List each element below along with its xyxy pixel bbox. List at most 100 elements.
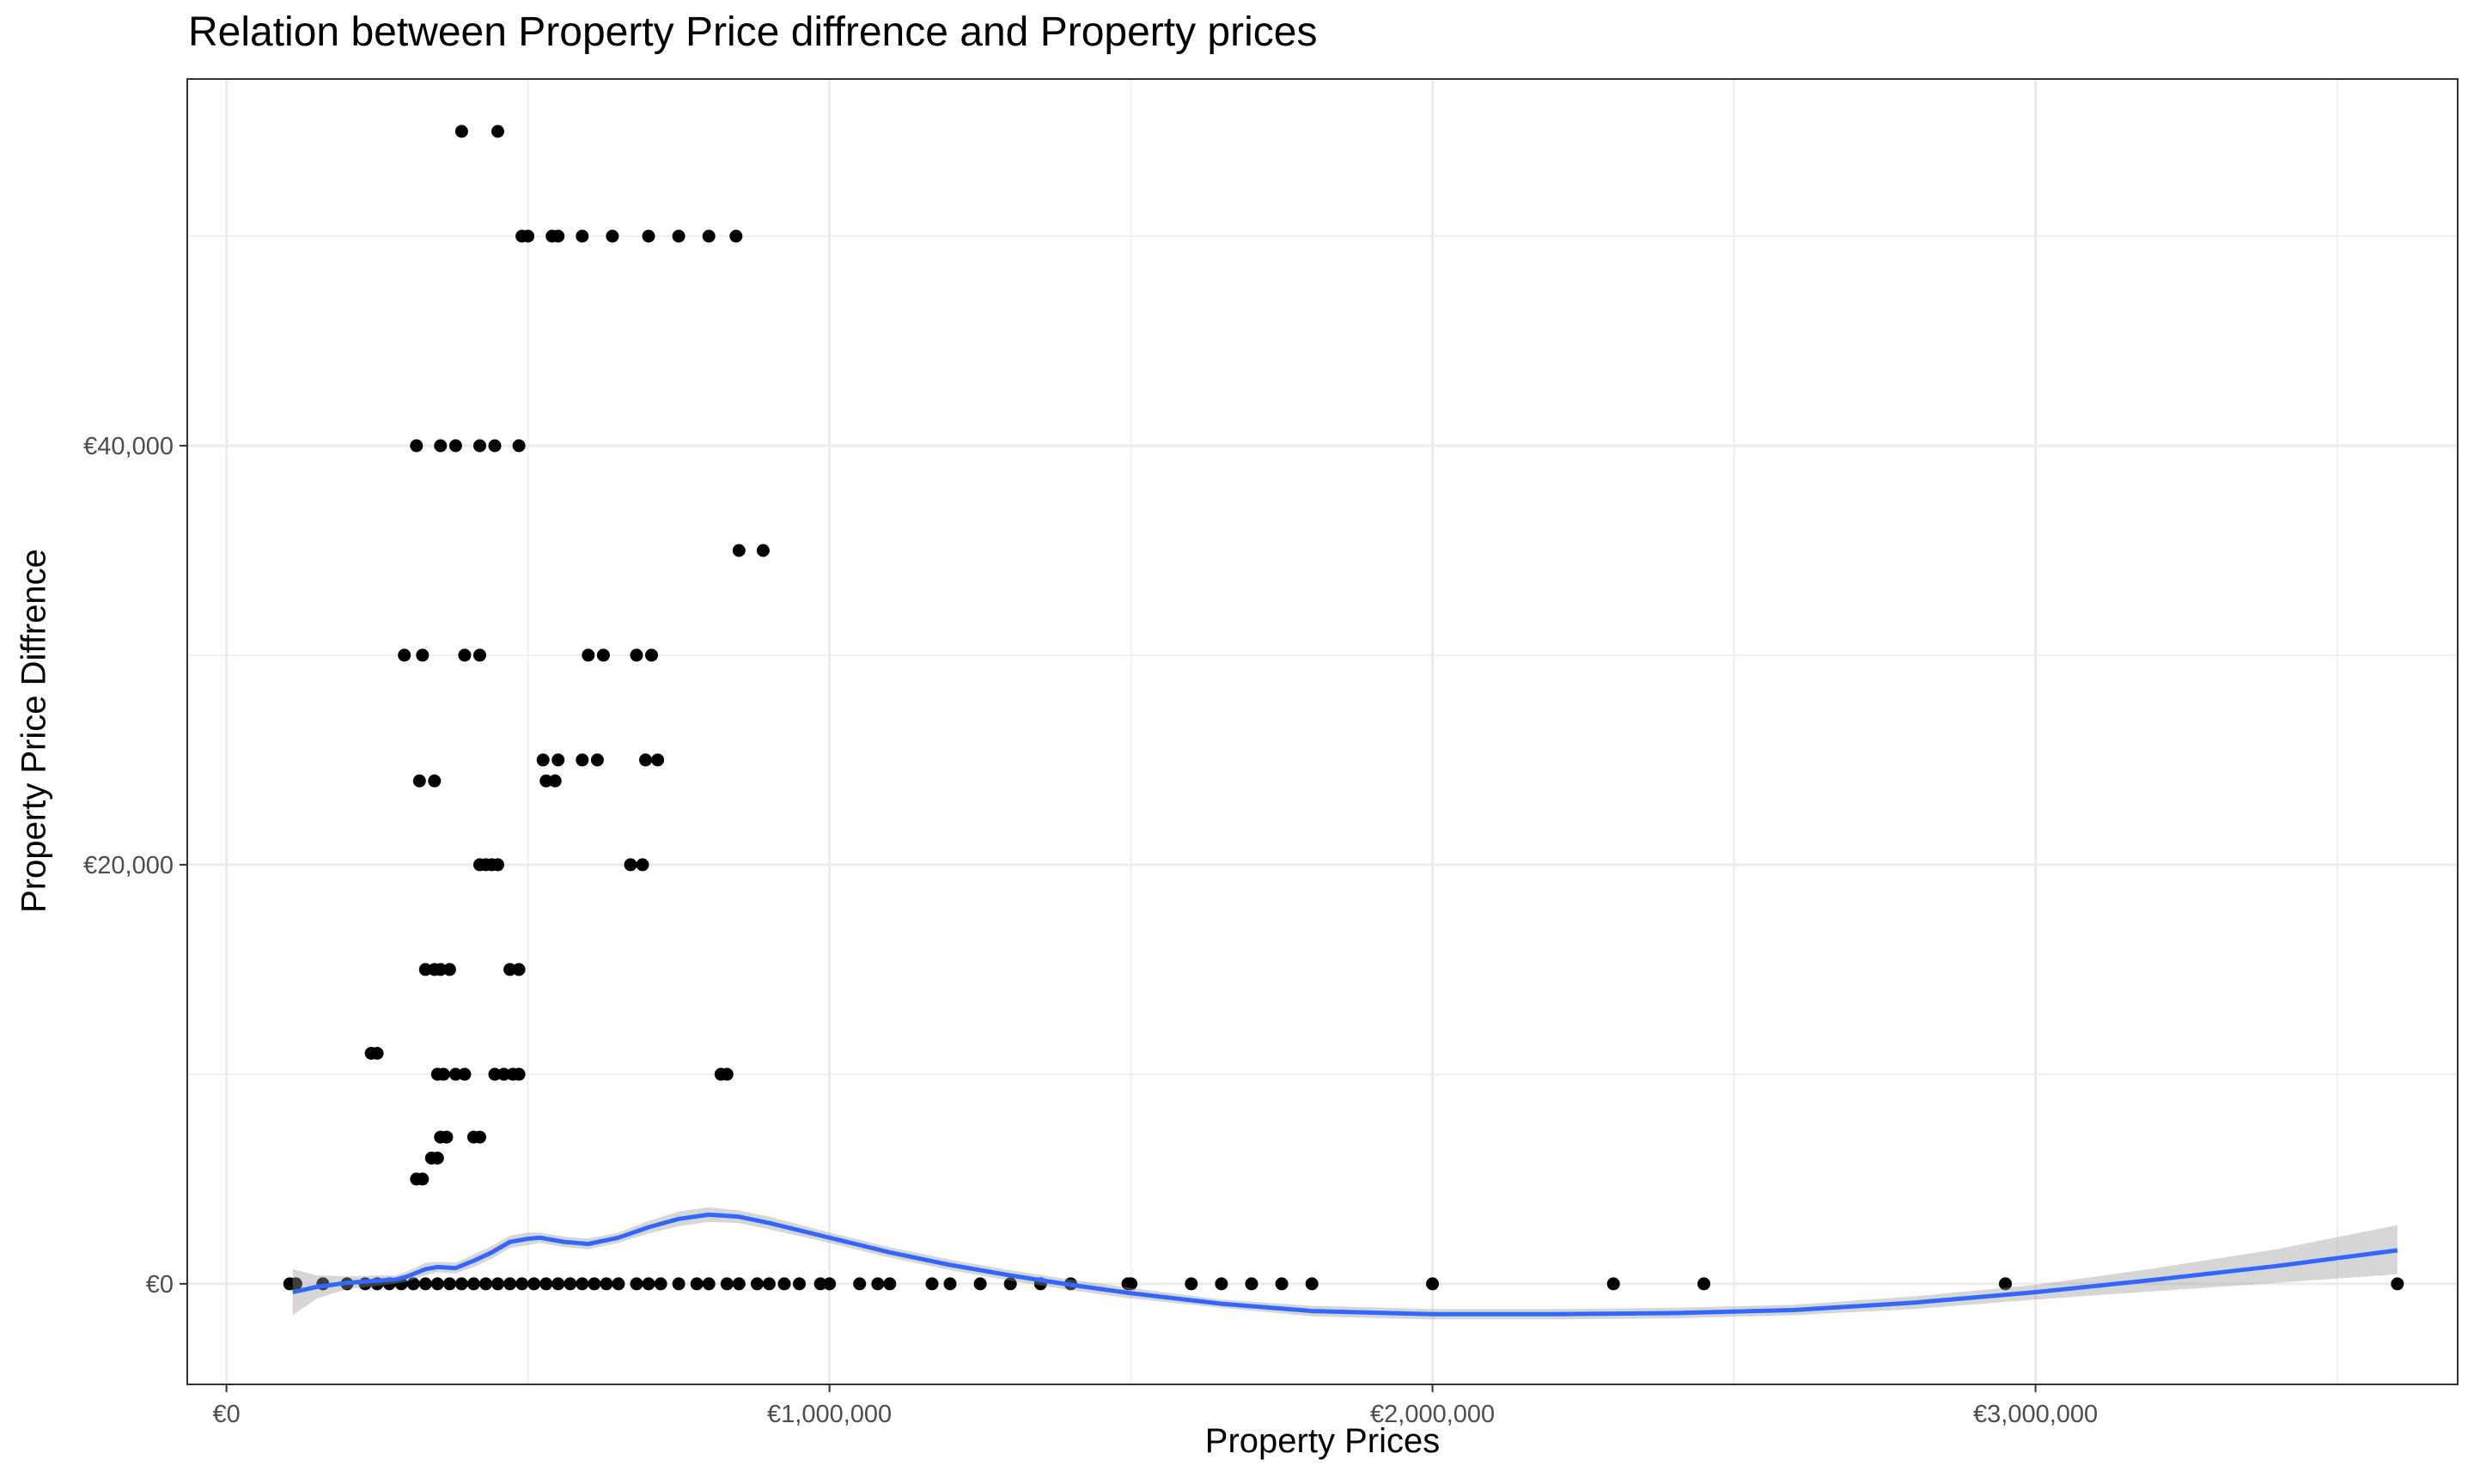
axes: €0 €1,000,000 €2,000,000 €3,000,000 €0 €20,00… [83, 433, 2098, 1428]
data-point [548, 774, 562, 788]
panel-border [186, 78, 2459, 1385]
data-point [720, 1067, 734, 1081]
data-point [1003, 1277, 1017, 1291]
data-point [672, 1277, 686, 1291]
data-point [925, 1277, 939, 1291]
data-point [1305, 1277, 1319, 1291]
data-point [651, 753, 665, 767]
data-point [1215, 1277, 1228, 1291]
data-point [406, 1277, 420, 1291]
data-point [410, 439, 424, 453]
data-point [448, 439, 462, 453]
data-point [418, 963, 432, 976]
data-point [645, 648, 658, 662]
data-point [576, 229, 589, 243]
y-tick-label: €40,000 [83, 433, 174, 460]
data-point [732, 544, 746, 557]
data-point [654, 1277, 667, 1291]
data-point [624, 858, 637, 872]
data-point [551, 229, 565, 243]
data-point [454, 1277, 468, 1291]
data-point [1697, 1277, 1710, 1291]
x-tick-label: €2,000,000 [1370, 1401, 1495, 1428]
data-point [434, 963, 448, 976]
data-point [793, 1277, 806, 1291]
data-point [732, 1277, 746, 1291]
data-point [488, 439, 502, 453]
data-point [606, 229, 619, 243]
data-point [473, 648, 486, 662]
x-tick-label: €1,000,000 [767, 1401, 892, 1428]
data-point [430, 1152, 444, 1165]
data-point [551, 753, 565, 767]
data-point [448, 1067, 462, 1081]
data-point [488, 1067, 502, 1081]
grid-minor [187, 79, 2458, 1384]
data-point [536, 753, 550, 767]
data-point [491, 1277, 504, 1291]
data-point [600, 1277, 613, 1291]
data-point [639, 753, 652, 767]
data-point [428, 774, 442, 788]
data-point [883, 1277, 897, 1291]
data-point [370, 1047, 384, 1060]
data-point [479, 1277, 492, 1291]
x-tick-label: €3,000,000 [1973, 1401, 2098, 1428]
data-point [702, 229, 716, 243]
data-point [750, 1277, 764, 1291]
data-point [576, 753, 589, 767]
data-point [943, 1277, 957, 1291]
data-point [491, 858, 504, 872]
data-point [398, 648, 411, 662]
data-point [503, 963, 517, 976]
data-point [418, 1277, 432, 1291]
data-point [756, 544, 770, 557]
y-tick-label: €0 [146, 1271, 174, 1298]
data-point [521, 229, 535, 243]
data-point [289, 1277, 302, 1291]
data-point [416, 1172, 430, 1186]
data-point [458, 648, 472, 662]
data-point [412, 774, 426, 788]
data-point [762, 1277, 776, 1291]
data-point [473, 1130, 486, 1144]
data-point [515, 1277, 529, 1291]
data-point [430, 1277, 444, 1291]
data-point [823, 1277, 837, 1291]
data-point [596, 648, 610, 662]
data-point [612, 1277, 625, 1291]
data-point [630, 648, 643, 662]
data-point [512, 1067, 526, 1081]
grid-major [187, 79, 2458, 1384]
data-point [777, 1277, 791, 1291]
data-point [512, 439, 526, 453]
data-point [2391, 1277, 2404, 1291]
data-point [436, 1067, 450, 1081]
data-points [283, 125, 2404, 1291]
data-point [630, 1277, 643, 1291]
data-point [564, 1277, 577, 1291]
data-point [636, 858, 649, 872]
data-point [458, 1067, 472, 1081]
data-point [416, 648, 430, 662]
data-point [440, 1130, 454, 1144]
data-point [551, 1277, 565, 1291]
data-point [1606, 1277, 1620, 1291]
data-point [539, 774, 553, 788]
smooth-line [292, 1212, 2398, 1317]
data-point [473, 439, 486, 453]
data-point [1124, 1277, 1138, 1291]
data-point [672, 229, 686, 243]
chart-title: Relation between Property Price diffrenc… [188, 9, 1318, 55]
data-point [527, 1277, 541, 1291]
data-point [503, 1277, 517, 1291]
x-axis-label: Property Prices [1204, 1422, 1441, 1460]
data-point [729, 229, 743, 243]
data-point [442, 963, 456, 976]
data-point [1185, 1277, 1198, 1291]
data-point [973, 1277, 987, 1291]
data-point [497, 1067, 510, 1081]
data-point [813, 1277, 827, 1291]
data-point [576, 1277, 589, 1291]
